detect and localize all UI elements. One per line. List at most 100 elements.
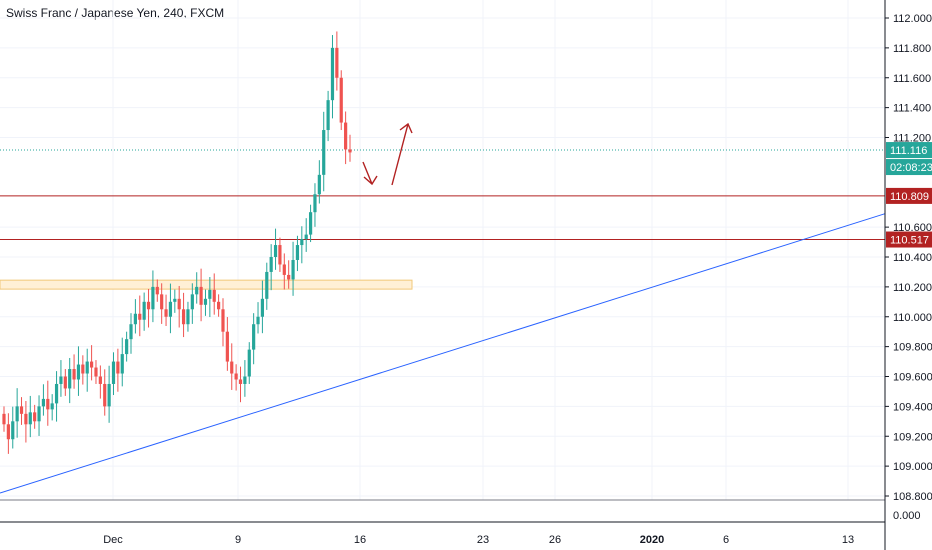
candle-body [256,316,260,325]
candle-body [155,286,159,295]
up-arrow-drawing[interactable] [391,122,413,186]
candle-body [247,349,251,377]
candle-body [173,298,177,302]
candle-body [125,339,129,355]
candle-body [199,286,203,305]
candle-body [304,234,308,240]
candle-body [168,301,173,317]
y-tick-label: 109.800 [893,342,932,354]
candle-body [273,245,278,257]
x-tick-label: 13 [842,534,854,546]
candle-body [190,294,194,310]
candle-body [164,309,168,317]
candle-body [348,149,352,153]
trendline[interactable] [0,213,886,494]
candle-body [68,369,72,389]
candle-body [278,245,282,265]
candle-body [160,294,164,310]
price-label-box [886,231,932,248]
support-zone[interactable] [0,279,413,290]
x-tick-label: 26 [549,534,561,546]
candle-body [76,364,81,380]
price-label-box [886,142,932,159]
chart-title: Swiss Franc / Japanese Yen, 240, FXCM [6,6,225,20]
candle-body [260,298,265,317]
candle-body [208,289,212,299]
candle-body [24,413,28,425]
candle-body [317,174,321,195]
candle-body [129,324,133,340]
price-label: 110.517 [890,235,929,247]
candle-body [225,331,229,362]
candle-body [217,301,221,310]
candle-body [41,398,46,407]
candle-body [308,212,313,235]
candle-body [63,376,67,389]
y-tick-label: 111.400 [893,103,931,115]
candle-body [339,77,343,123]
y-tick-label: 109.400 [893,401,932,413]
candle-body [50,403,54,410]
candle-body [282,264,286,275]
candle-body [2,413,6,425]
candle-body [28,412,32,425]
candle-body [238,379,243,384]
x-tick-label: 23 [477,534,489,546]
candle-body [177,298,181,310]
candle-body [37,406,41,422]
price-label: 111.116 [890,145,927,157]
x-tick-label: 6 [723,534,729,546]
candle-body [94,367,98,377]
candle-body [85,361,89,374]
candle-body [234,373,238,380]
y-tick-label: 110.200 [893,282,932,294]
candle-body [181,309,186,325]
candle-body [81,364,85,374]
candle-body [269,257,273,272]
candle-body [335,47,339,78]
x-tick-label: 16 [354,534,366,546]
candle-body [111,361,116,384]
candle-body [46,398,50,410]
candle-body [107,383,111,407]
x-tick-label: Dec [103,534,123,546]
y-tick-label: 110.600 [893,222,932,234]
candle-body [116,361,120,374]
candle-body [295,245,300,260]
candle-body [98,376,102,384]
candle-body [230,361,234,374]
candle-body [203,298,208,305]
candle-body [287,274,291,280]
down-arrow-drawing[interactable] [362,161,378,186]
y-tick-label: 108.800 [893,491,932,503]
price-label: 110.809 [890,191,929,203]
candle-body [151,286,155,310]
candle-body [6,424,10,440]
y-tick-label: 110.000 [893,312,932,324]
y-tick-label: 109.200 [893,431,932,443]
candle-body [11,421,15,440]
y-tick-label: 111.200 [893,133,931,145]
candle-body [142,301,146,320]
candle-body [15,406,19,422]
candle-body [243,376,247,384]
candle-body [326,100,330,131]
countdown-label: 02:08:23 [890,162,932,174]
candle-body [221,309,225,332]
candle-body [195,286,199,295]
candle-body [212,289,216,302]
price-label-box [886,187,932,204]
pane-tick-label: 0.000 [893,510,921,522]
candle-body [291,259,295,280]
candle-body [54,383,59,404]
candle-body [59,376,63,384]
candle-body [330,47,335,101]
x-tick-label: 2020 [640,534,664,546]
candle-body [103,383,107,407]
y-tick-label: 109.000 [893,461,932,473]
price-label-box [886,159,932,176]
candle-body [313,194,317,213]
candle-body [265,271,269,299]
candle-body [33,412,37,422]
